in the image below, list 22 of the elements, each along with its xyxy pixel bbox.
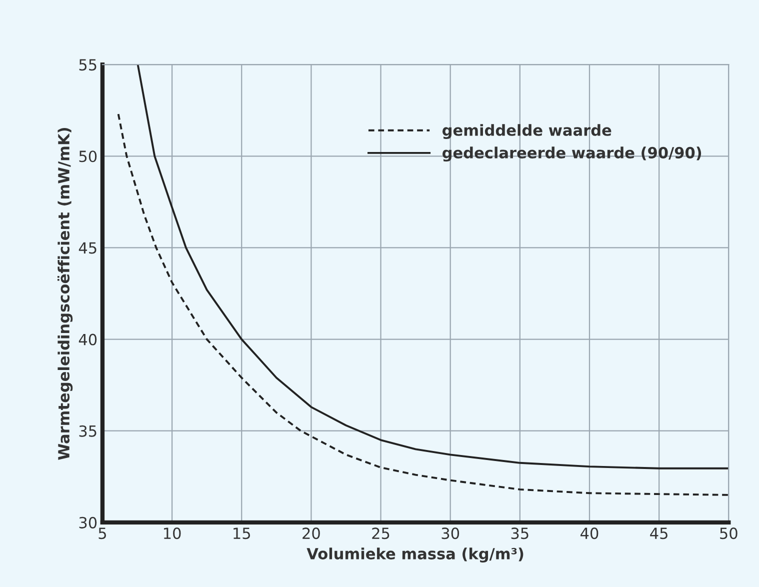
x-tick-label: 10 [164, 528, 181, 540]
x-tick-label: 50 [720, 528, 738, 540]
line-series [117, 113, 729, 496]
legend-label: gedeclareerde waarde (90/90) [442, 146, 702, 162]
x-tick-label: 20 [302, 528, 320, 540]
x-tick-label: 30 [442, 528, 460, 540]
x-tick-label: 15 [234, 528, 250, 540]
x-axis-title: Volumieke massa (kg/m³) [306, 548, 524, 563]
x-tick-label: 45 [650, 528, 668, 540]
x-tick-label: 25 [372, 528, 390, 540]
y-tick-label: 50 [79, 150, 97, 162]
x-tick-label: 40 [580, 528, 598, 540]
y-tick-label: 35 [79, 425, 96, 437]
y-axis-title: Warmtegeleidingscoëfficient (mW/mK) [57, 128, 73, 460]
legend-label: gemiddelde waarde [442, 124, 612, 140]
x-tick-label: 5 [98, 528, 106, 540]
line-series [136, 64, 729, 470]
y-tick-label: 55 [79, 59, 96, 71]
y-tick-label: 40 [78, 334, 97, 346]
x-tick-label: 35 [511, 528, 528, 540]
y-tick-label: 30 [79, 516, 97, 528]
y-tick-label: 45 [78, 242, 96, 254]
